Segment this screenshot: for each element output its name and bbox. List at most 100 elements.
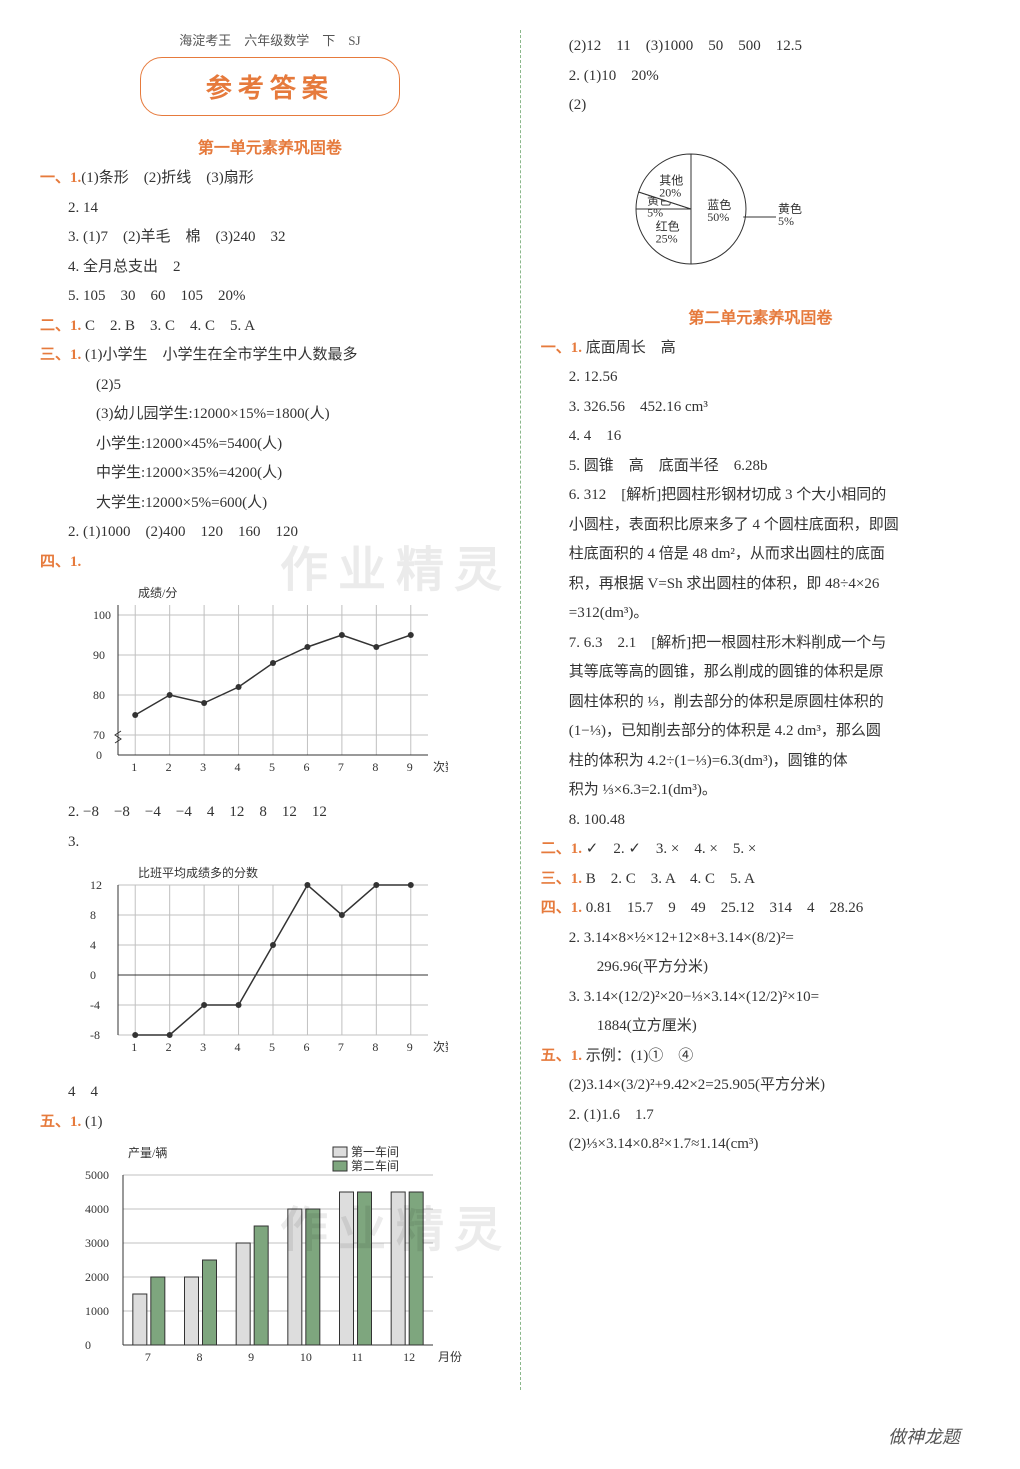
text: 2. (1)1000 (2)400 120 160 120 [40, 520, 500, 546]
chart3-bar: 产量/辆第一车间第二车间0100020003000400050007891011… [68, 1145, 500, 1380]
text: (1)小学生 小学生在全市学生中人数最多 [81, 347, 357, 363]
svg-text:次数: 次数 [433, 759, 448, 774]
text: (2)3.14×(3/2)²+9.42×2=25.905(平方分米) [541, 1073, 980, 1099]
svg-text:5000: 5000 [85, 1168, 109, 1182]
text: 小学生:12000×45%=5400(人) [40, 432, 500, 458]
sec-5: 五、1. [40, 1114, 81, 1130]
sec-r3: 三、1. [541, 871, 582, 887]
left-column: 海淀考王 六年级数学 下 SJ 参考答案 第一单元素养巩固卷 一、1.(1)条形… [40, 30, 500, 1390]
svg-text:10: 10 [300, 1350, 312, 1364]
svg-text:12: 12 [90, 878, 102, 892]
svg-text:-8: -8 [90, 1028, 100, 1042]
text: (2)5 [40, 373, 500, 399]
svg-text:9: 9 [248, 1350, 254, 1364]
svg-text:4: 4 [235, 1040, 241, 1054]
text: (2)⅓×3.14×0.8²×1.7≈1.14(cm³) [541, 1132, 980, 1158]
svg-text:产量/辆: 产量/辆 [128, 1146, 167, 1160]
svg-text:月份: 月份 [438, 1350, 462, 1364]
text: 柱底面积的 4 倍是 48 dm²，从而求出圆柱的底面 [541, 542, 980, 568]
footer-text: 做神龙题 [888, 1423, 960, 1449]
svg-text:6: 6 [303, 1040, 309, 1054]
svg-text:5: 5 [269, 1040, 275, 1054]
svg-text:2: 2 [166, 760, 172, 774]
text: (2)12 11 (3)1000 50 500 12.5 [541, 34, 980, 60]
svg-text:7: 7 [145, 1350, 151, 1364]
text: 5. 圆锥 高 底面半径 6.28b [541, 454, 980, 480]
sec-1: 一、1. [40, 170, 81, 186]
text: 5. 105 30 60 105 20% [40, 284, 500, 310]
text: (1−⅓)，已知削去部分的体积是 4.2 dm³，那么圆 [541, 719, 980, 745]
text: 0.81 15.7 9 49 25.12 314 4 28.26 [582, 900, 863, 916]
text: 小圆柱，表面积比原来多了 4 个圆柱底面积，即圆 [541, 513, 980, 539]
sec-r5: 五、1. [541, 1048, 582, 1064]
text: B 2. C 3. A 4. C 5. A [582, 871, 755, 887]
text: 2. −8 −8 −4 −4 4 12 8 12 12 [40, 800, 500, 826]
text: 大学生:12000×5%=600(人) [40, 491, 500, 517]
sec-2: 二、1. [40, 318, 81, 334]
text: 2. (1)1.6 1.7 [541, 1103, 980, 1129]
svg-text:4: 4 [235, 760, 241, 774]
svg-text:5%: 5% [778, 214, 794, 228]
svg-text:4: 4 [90, 938, 96, 952]
text: 2. 3.14×8×½×12+12×8+3.14×(8/2)²= [541, 926, 980, 952]
text: 8. 100.48 [541, 808, 980, 834]
svg-text:-4: -4 [90, 998, 100, 1012]
svg-text:100: 100 [93, 608, 111, 622]
text: 3. (1)7 (2)羊毛 棉 (3)240 32 [40, 225, 500, 251]
text: (3)幼儿园学生:12000×15%=1800(人) [40, 402, 500, 428]
text: 其等底等高的圆锥，那么削成的圆锥的体积是原 [541, 660, 980, 686]
svg-text:12: 12 [403, 1350, 415, 1364]
text: 示例：(1)① ④ [582, 1048, 693, 1064]
svg-text:比班平均成绩多的分数: 比班平均成绩多的分数 [138, 865, 258, 880]
svg-text:2000: 2000 [85, 1270, 109, 1284]
unit2-title: 第二单元素养巩固卷 [541, 304, 980, 328]
svg-text:80: 80 [93, 688, 105, 702]
pie-chart: 蓝色50%红色25%黄色5%其他20%黄色5% [601, 129, 980, 294]
text: ✓ 2. ✓ 3. × 4. × 5. × [582, 841, 756, 857]
text: (1)条形 (2)折线 (3)扇形 [81, 170, 253, 186]
text: 6. 312 [解析]把圆柱形钢材切成 3 个大小相同的 [541, 483, 980, 509]
text: 4. 4 16 [541, 424, 980, 450]
svg-text:2: 2 [166, 1040, 172, 1054]
svg-text:8: 8 [197, 1350, 203, 1364]
svg-text:1: 1 [131, 1040, 137, 1054]
svg-text:1000: 1000 [85, 1304, 109, 1318]
text: 3. 326.56 452.16 cm³ [541, 395, 980, 421]
text: 4. 全月总支出 2 [40, 255, 500, 281]
svg-text:4000: 4000 [85, 1202, 109, 1216]
svg-text:0: 0 [96, 748, 102, 762]
svg-text:9: 9 [407, 1040, 413, 1054]
text: =312(dm³)。 [541, 601, 980, 627]
unit1-title: 第一单元素养巩固卷 [40, 134, 500, 158]
svg-text:70: 70 [93, 728, 105, 742]
text: 柱的体积为 4.2÷(1−⅓)=6.3(dm³)，圆锥的体 [541, 749, 980, 775]
header-top: 海淀考王 六年级数学 下 SJ [40, 30, 500, 49]
svg-text:第二车间: 第二车间 [351, 1158, 399, 1173]
svg-text:8: 8 [90, 908, 96, 922]
text: 3. 3.14×(12/2)²×20−⅓×3.14×(12/2)²×10= [541, 985, 980, 1011]
svg-text:90: 90 [93, 648, 105, 662]
svg-text:8: 8 [372, 1040, 378, 1054]
svg-text:0: 0 [90, 968, 96, 982]
svg-text:次数: 次数 [433, 1039, 448, 1054]
text: 7. 6.3 2.1 [解析]把一根圆柱形木料削成一个与 [541, 631, 980, 657]
text: (1) [81, 1114, 102, 1130]
chart2-line: 比班平均成绩多的分数-8-404812123456789次数 [68, 865, 500, 1070]
svg-text:50%: 50% [707, 210, 729, 224]
svg-text:7: 7 [338, 760, 344, 774]
sec-r2: 二、1. [541, 841, 582, 857]
svg-text:6: 6 [303, 760, 309, 774]
text: 4 4 [40, 1080, 500, 1106]
svg-text:9: 9 [407, 760, 413, 774]
text: 3. [40, 830, 500, 856]
svg-text:3000: 3000 [85, 1236, 109, 1250]
svg-text:25%: 25% [655, 231, 677, 245]
right-column: (2)12 11 (3)1000 50 500 12.5 2. (1)10 20… [520, 30, 980, 1390]
text: 积为 ⅓×6.3=2.1(dm³)。 [541, 778, 980, 804]
svg-text:第一车间: 第一车间 [351, 1145, 399, 1159]
svg-text:5: 5 [269, 760, 275, 774]
text: 1884(立方厘米) [541, 1014, 980, 1040]
text: (2) [541, 93, 980, 119]
svg-text:8: 8 [372, 760, 378, 774]
sec-r4: 四、1. [541, 900, 582, 916]
